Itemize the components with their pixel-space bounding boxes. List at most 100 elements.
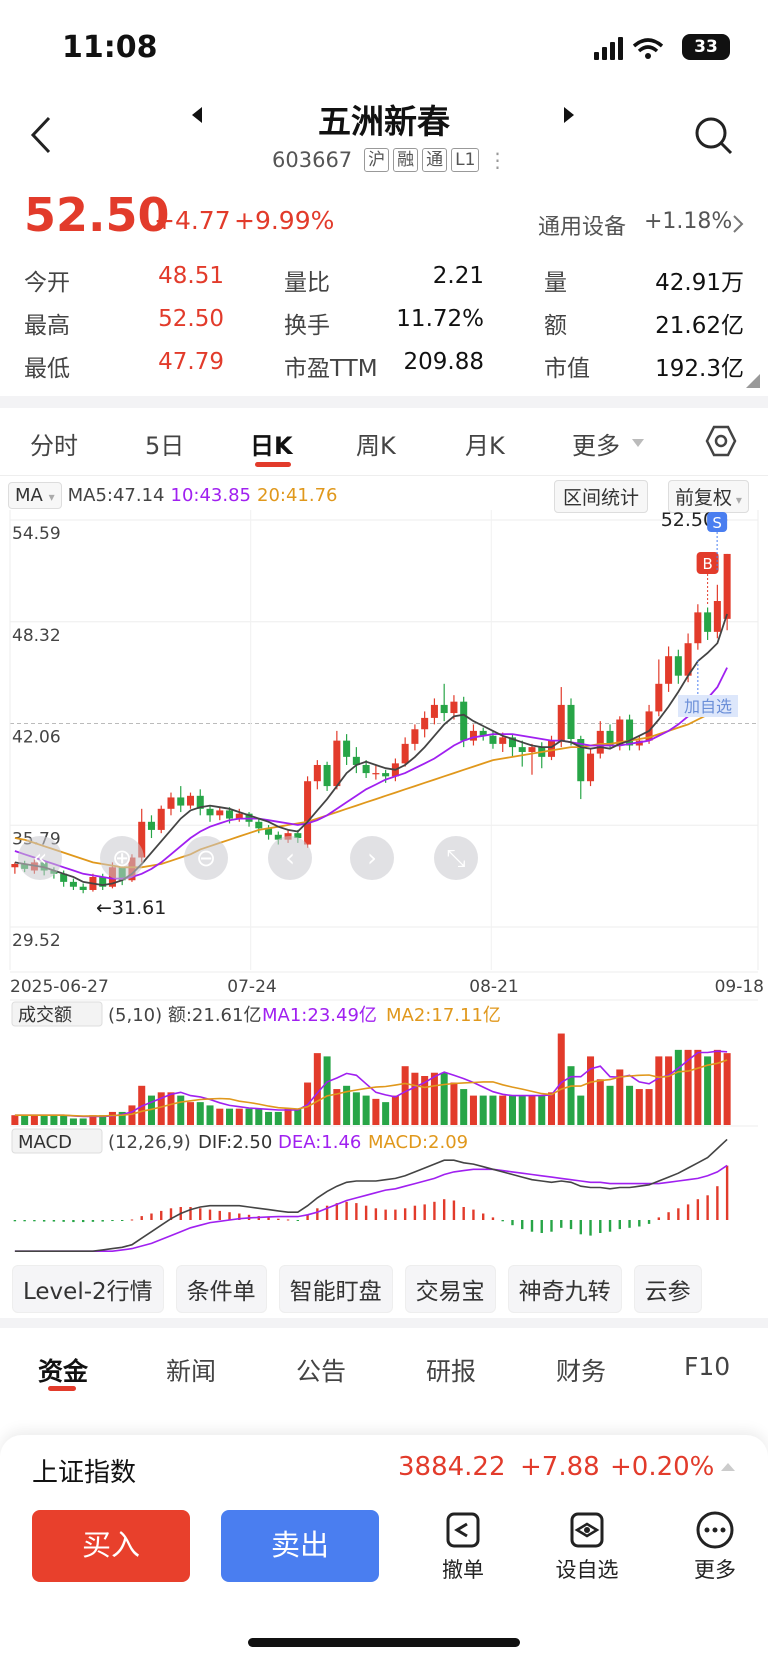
bottom-tab-item[interactable]: 资金 [38,1357,89,1386]
candle [362,760,370,778]
cancel-order-label: 撤单 [442,1558,484,1582]
ktab-item[interactable]: 周K [356,432,396,460]
buy-marker[interactable]: B [696,552,719,574]
y-tick-label: 29.52 [12,931,61,951]
bottom-tab-item[interactable]: 研报 [426,1357,477,1386]
add-watch-button[interactable]: 设自选 [542,1510,632,1584]
candle [352,747,360,774]
btab-underline [48,1386,76,1391]
tag-connect: 通 [422,148,448,172]
settings-hex-icon[interactable] [704,424,738,458]
macd-hist-bar [42,1220,46,1222]
sector-name[interactable]: 通用设备 [538,215,627,240]
watch-price-tag[interactable]: 加自选 [678,695,738,717]
macd-hist-bar [101,1220,104,1222]
volume-select[interactable] [11,1001,103,1027]
macd-hist-bar [667,1212,670,1220]
macd-select[interactable] [11,1128,103,1154]
ktab-item[interactable]: 月K [465,432,505,460]
index-change: +7.88 [520,1452,600,1482]
macd-hist-bar [696,1199,700,1220]
candle [430,698,438,725]
chevron-up-icon[interactable] [720,1462,736,1472]
more-button[interactable]: 更多 [670,1510,760,1584]
adjust-select[interactable]: 前复权 ▾ [668,480,749,513]
more-dropdown-icon[interactable] [632,439,644,447]
volume-bar [645,1089,653,1125]
bottom-tab-item[interactable]: 公告 [296,1357,347,1386]
macd-dif-line [14,1138,728,1253]
candle [479,727,487,741]
volume-bar [60,1115,68,1125]
chart-control-button[interactable]: « [18,836,62,880]
macd-hist-bar [130,1219,134,1221]
macd-hist-bar [72,1220,75,1223]
ktab-item[interactable]: 分时 [30,432,78,460]
index-name[interactable]: 上证指数 [32,1458,137,1488]
kline-chart[interactable]: 54.5948.3242.0635.7929.5252.50←31.61SB加自… [0,510,768,1265]
volume-bar [352,1092,360,1125]
bottom-tab-item[interactable]: 新闻 [166,1357,217,1386]
tool-chip[interactable]: 神奇九转 [507,1265,622,1313]
prev-stock-icon[interactable] [190,106,204,124]
candle [665,646,673,692]
ma-select-label: MA [15,485,43,506]
ma-select[interactable]: MA ▾ [8,482,62,509]
chart-control-button[interactable]: ‹ [268,836,312,880]
ktab-item[interactable]: 5日 [145,432,185,460]
next-stock-icon[interactable] [562,106,576,124]
macd-hist-bar [433,1201,436,1220]
tool-chip[interactable]: 云参 [633,1265,702,1313]
volume-bar [674,1049,682,1125]
quote-value: 21.62亿 [655,313,744,339]
cancel-order-button[interactable]: 撤单 [418,1510,508,1584]
chart-control-glyph: ⊖ [196,844,216,872]
sell-button[interactable]: 卖出 [221,1510,379,1582]
volume-bar [616,1069,624,1125]
tool-chip[interactable]: 智能盯盘 [278,1265,393,1313]
sector-change[interactable]: +1.18% [644,209,733,234]
candle [206,805,214,822]
quote-label: 市盈TTM [284,356,378,382]
chart-control-glyph: ⊕ [112,844,132,872]
more-dots-icon[interactable]: ⋮ [487,148,508,172]
macd-hist-bar [218,1210,221,1220]
volume-bar [596,1079,604,1125]
ma10-value: 10:43.85 [170,485,252,506]
buy-button[interactable]: 买入 [32,1510,190,1582]
macd-hist-bar [589,1220,592,1236]
bottom-tab-item[interactable]: 财务 [556,1357,607,1386]
macd-hist-bar [686,1204,690,1220]
tool-chip[interactable]: 条件单 [175,1265,267,1313]
tool-chip[interactable]: Level-2行情 [12,1265,164,1313]
candle [518,740,526,767]
bottom-tab-item[interactable]: F10 [684,1352,731,1381]
ktab-item[interactable]: 日K [250,432,293,460]
macd-hist-bar [267,1217,270,1220]
quote-value: 48.51 [158,263,224,289]
chart-control-button[interactable]: ⊖ [184,836,228,880]
macd-hist-bar [335,1203,339,1220]
volume-bar [704,1056,712,1125]
add-watch-icon [570,1512,604,1548]
sell-marker[interactable]: S [707,512,728,532]
chart-control-button[interactable]: › [350,836,394,880]
x-tick-label: 07-24 [227,977,276,997]
volume-bar [440,1072,448,1125]
chart-control-glyph: › [367,844,377,872]
expand-corner-icon[interactable] [746,374,760,388]
back-arrow-icon[interactable] [30,115,52,155]
tool-chip[interactable]: 交易宝 [404,1265,496,1313]
chevron-right-icon[interactable] [732,214,744,234]
macd-hist-bar [482,1213,485,1220]
quote-value: 209.88 [403,349,484,375]
range-stats-button[interactable]: 区间统计 [554,480,649,513]
separator [0,396,768,408]
ktab-item[interactable]: 更多 [572,432,620,460]
candle [508,734,516,757]
macd-hist-bar [374,1208,378,1220]
chart-control-button[interactable]: ⊕ [100,836,144,880]
volume-bar [694,1049,702,1125]
search-icon[interactable] [694,116,734,156]
chart-control-button[interactable]: ⤡ [434,836,478,880]
